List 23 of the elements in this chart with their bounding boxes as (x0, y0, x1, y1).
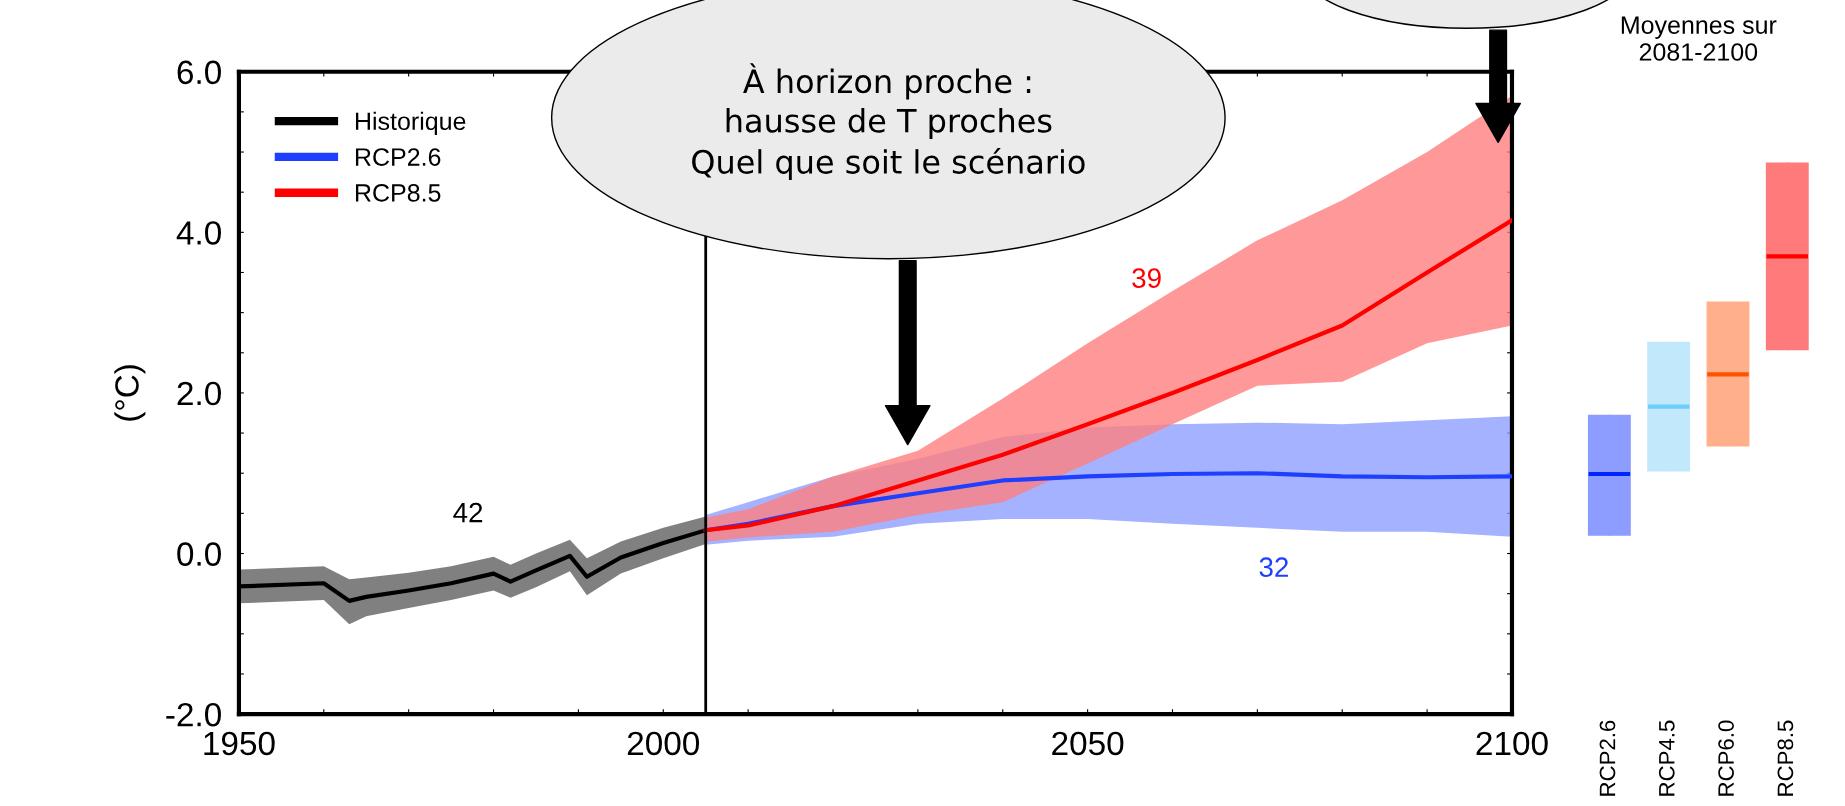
x-tick-label: RCP6.0 (1718, 720, 1734, 796)
x-tick-label: 2000 (627, 731, 700, 756)
y-tick-label: -2.0 (166, 702, 221, 727)
annotation: 32 (1259, 557, 1288, 578)
x-tick-label: 1950 (204, 731, 275, 756)
annotation: 42 (453, 502, 483, 523)
x-tick-label: RCP2.6 (1599, 720, 1616, 796)
y-axis-title: (°C) (114, 365, 146, 421)
y-tick-label: 0.0 (177, 542, 221, 566)
y-tick-label: 6.0 (177, 60, 221, 85)
annotation: À horizon proche : hausse de T proches Quel que soit le scénario (692, 63, 1085, 181)
x-tick-label: RCP8.5 (1777, 720, 1794, 796)
legend-label: RCP8.5 (355, 184, 441, 202)
legend-label: RCP2.6 (355, 148, 441, 166)
legend-label: Historique (355, 111, 466, 136)
x-tick-label: RCP4.5 (1658, 720, 1675, 796)
x-tick-label: 2050 (1052, 731, 1124, 756)
y-tick-label: 2.0 (177, 381, 221, 406)
x-tick-label: 2100 (1476, 731, 1548, 756)
chart-title: Moyennes sur 2081-2100 (1621, 16, 1777, 61)
annotation: 39 (1132, 268, 1161, 288)
line-series (703, 218, 1512, 533)
y-tick-label: 4.0 (176, 221, 221, 245)
